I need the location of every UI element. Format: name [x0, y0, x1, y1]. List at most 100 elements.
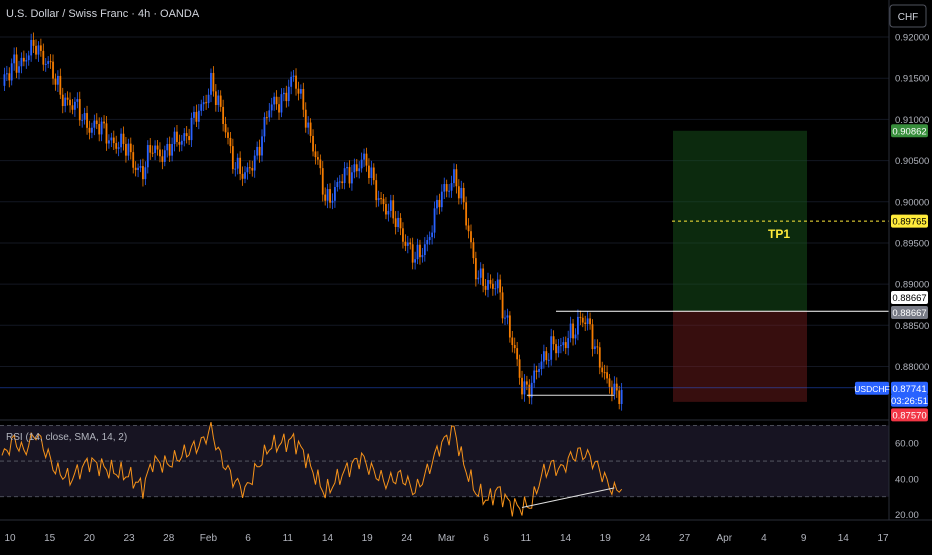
- candle: [163, 145, 166, 167]
- time-tick-label: 28: [163, 533, 175, 544]
- candle: [431, 225, 434, 245]
- candle: [482, 263, 485, 293]
- candle: [472, 237, 475, 264]
- price-axis[interactable]: 0.92000 0.91500 0.91000 0.90500 0.90000 0.895…: [895, 33, 929, 373]
- candle: [496, 272, 499, 294]
- candle: [86, 105, 88, 135]
- candle: [78, 91, 81, 126]
- candle: [513, 337, 516, 354]
- candle: [66, 91, 69, 106]
- candle: [61, 87, 64, 114]
- price-badge-label: 03:26:51: [891, 396, 928, 407]
- candle: [168, 136, 171, 162]
- price-badge-label: 0.90862: [892, 126, 926, 137]
- candle: [421, 248, 424, 263]
- candle: [200, 99, 203, 116]
- candle: [217, 89, 220, 112]
- candle: [564, 336, 567, 355]
- price-badge-label: 0.88667: [892, 308, 926, 319]
- candle: [197, 103, 200, 130]
- candle: [110, 132, 113, 148]
- candlestick-series: [3, 32, 623, 411]
- candle: [171, 137, 173, 162]
- candle: [601, 361, 604, 378]
- time-axis[interactable]: 10 15 20 23 28 Feb 6 11 14 19 24 Mar 6 11 14 19 24 27 Apr 4…: [4, 533, 889, 544]
- candle: [173, 127, 176, 152]
- candle: [176, 124, 178, 147]
- candle: [22, 50, 25, 67]
- candle: [100, 117, 103, 142]
- candle: [370, 160, 373, 186]
- rsi-axis[interactable]: 60.00 40.00 20.00: [895, 439, 919, 521]
- candle: [154, 140, 156, 161]
- candle: [183, 128, 186, 147]
- candle: [567, 330, 570, 356]
- candle: [426, 234, 429, 252]
- rsi-divergence-line[interactable]: [521, 487, 615, 508]
- candle: [538, 362, 540, 378]
- candle: [375, 173, 378, 208]
- candle: [88, 120, 91, 140]
- candle: [193, 106, 195, 125]
- candle: [30, 33, 33, 62]
- rsi-pane: [0, 421, 889, 517]
- candle: [353, 158, 356, 179]
- candle: [222, 99, 225, 132]
- candle: [246, 162, 249, 180]
- candle: [265, 111, 268, 125]
- candle: [380, 191, 382, 205]
- price-levels: [0, 220, 889, 396]
- chart-title: U.S. Dollar / Swiss Franc · 4h · OANDA: [6, 8, 200, 20]
- candle: [39, 38, 42, 57]
- candle: [105, 115, 108, 151]
- candle: [474, 251, 477, 287]
- candle: [69, 92, 71, 113]
- candle: [93, 114, 96, 136]
- candle: [83, 107, 86, 125]
- candle: [453, 163, 455, 188]
- price-badge-label: 0.88667: [892, 293, 926, 304]
- candle: [115, 135, 118, 154]
- price-badge-countdown: 03:26:51: [891, 393, 928, 407]
- candle: [326, 183, 329, 209]
- candle: [278, 96, 280, 120]
- candle: [494, 281, 497, 296]
- price-badge-label: 0.87570: [892, 410, 926, 421]
- candle: [555, 339, 557, 361]
- time-tick-label: 6: [483, 533, 489, 544]
- candle: [477, 270, 480, 284]
- candle: [321, 161, 324, 202]
- candle: [443, 177, 446, 199]
- currency-button[interactable]: CHF: [889, 4, 927, 28]
- price-tick-label: 0.88500: [895, 321, 929, 332]
- candle: [501, 286, 504, 324]
- time-tick-label: 19: [362, 533, 374, 544]
- rsi-title: RSI (14, close, SMA, 14, 2): [6, 432, 127, 443]
- candle: [295, 68, 297, 96]
- candle: [450, 175, 453, 198]
- candle: [20, 52, 23, 74]
- loss-zone[interactable]: [673, 311, 807, 402]
- candle: [365, 147, 368, 172]
- candle: [304, 102, 307, 133]
- candle: [210, 68, 212, 103]
- candle: [387, 203, 390, 222]
- candle: [144, 161, 147, 186]
- candle: [438, 193, 441, 215]
- candle: [134, 161, 137, 177]
- candle: [504, 310, 506, 326]
- price-badge-entry-a: 0.88667: [891, 291, 928, 305]
- currency-button-label: CHF: [898, 12, 919, 23]
- candle: [108, 134, 110, 149]
- candle: [594, 339, 596, 354]
- candle: [508, 311, 511, 343]
- candle: [530, 375, 533, 405]
- candle: [591, 319, 594, 357]
- candle: [351, 164, 353, 191]
- candle: [312, 129, 314, 157]
- candle: [239, 151, 242, 181]
- price-badge-label: 0.87741: [892, 384, 926, 395]
- candle: [253, 150, 256, 178]
- candle: [409, 238, 412, 250]
